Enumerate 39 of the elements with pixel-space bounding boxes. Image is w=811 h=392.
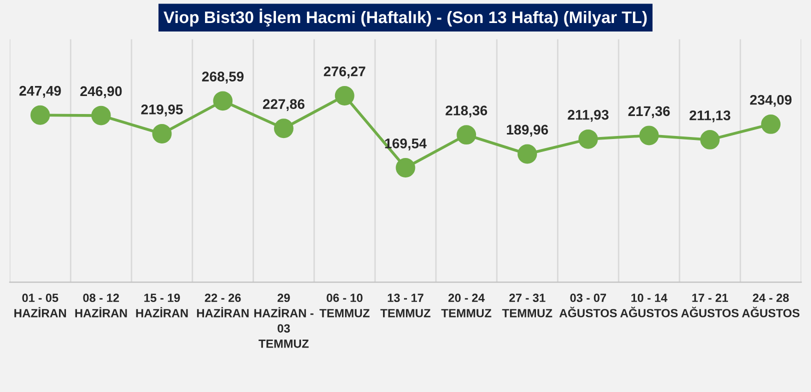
- data-label: 189,96: [506, 124, 548, 137]
- x-tick-label: 10 - 14 AĞUSTOS: [620, 294, 678, 318]
- data-label: 227,86: [262, 99, 304, 112]
- x-tick-label: 27 - 31 TEMMUZ: [502, 294, 552, 318]
- x-tick-label: 15 - 19 HAZİRAN: [136, 294, 188, 318]
- chart-title: Viop Bist30 İşlem Hacmi (Haftalık) - (Son 13 Hafta) (Milyar TL): [164, 8, 647, 26]
- point: [91, 106, 111, 126]
- x-tick-label: 13 - 17 TEMMUZ: [380, 294, 430, 318]
- data-label: 211,13: [690, 110, 730, 122]
- point: [518, 144, 537, 164]
- point: [639, 126, 659, 146]
- data-label: 246,90: [80, 86, 122, 98]
- data-label: 219,95: [141, 104, 183, 116]
- x-tick-label: 03 - 07 AĞUSTOS: [559, 294, 617, 318]
- data-label: 234,09: [750, 94, 792, 107]
- point: [274, 118, 294, 138]
- x-tick-label: 29 HAZİRAN - 03 TEMMUZ: [254, 294, 314, 348]
- point: [456, 125, 476, 145]
- data-label: 268,59: [202, 72, 244, 84]
- point: [396, 158, 416, 178]
- x-tick-label: 06 - 10 TEMMUZ: [320, 294, 370, 318]
- x-tick-label: 17 - 21 AĞUSTOS: [681, 294, 739, 318]
- data-label: 276,27: [324, 66, 366, 78]
- point: [578, 129, 598, 149]
- x-tick-label: 08 - 12 HAZİRAN: [75, 294, 127, 318]
- x-tick-label: 22 - 26 HAZİRAN: [197, 294, 249, 318]
- data-label: 247,49: [19, 86, 61, 98]
- x-tick-label: 20 - 24 TEMMUZ: [441, 294, 492, 318]
- x-tick-label: 24 - 28 AĞUSTOS: [742, 294, 800, 318]
- point: [700, 130, 720, 150]
- x-tick-label: 01 - 05 HAZİRAN: [14, 294, 66, 318]
- point: [213, 91, 233, 111]
- point: [152, 124, 172, 144]
- point: [761, 114, 781, 134]
- data-label: 211,93: [568, 110, 609, 122]
- point: [334, 86, 354, 106]
- data-label: 217,36: [628, 106, 670, 118]
- data-label: 218,36: [446, 106, 488, 118]
- point: [30, 105, 50, 125]
